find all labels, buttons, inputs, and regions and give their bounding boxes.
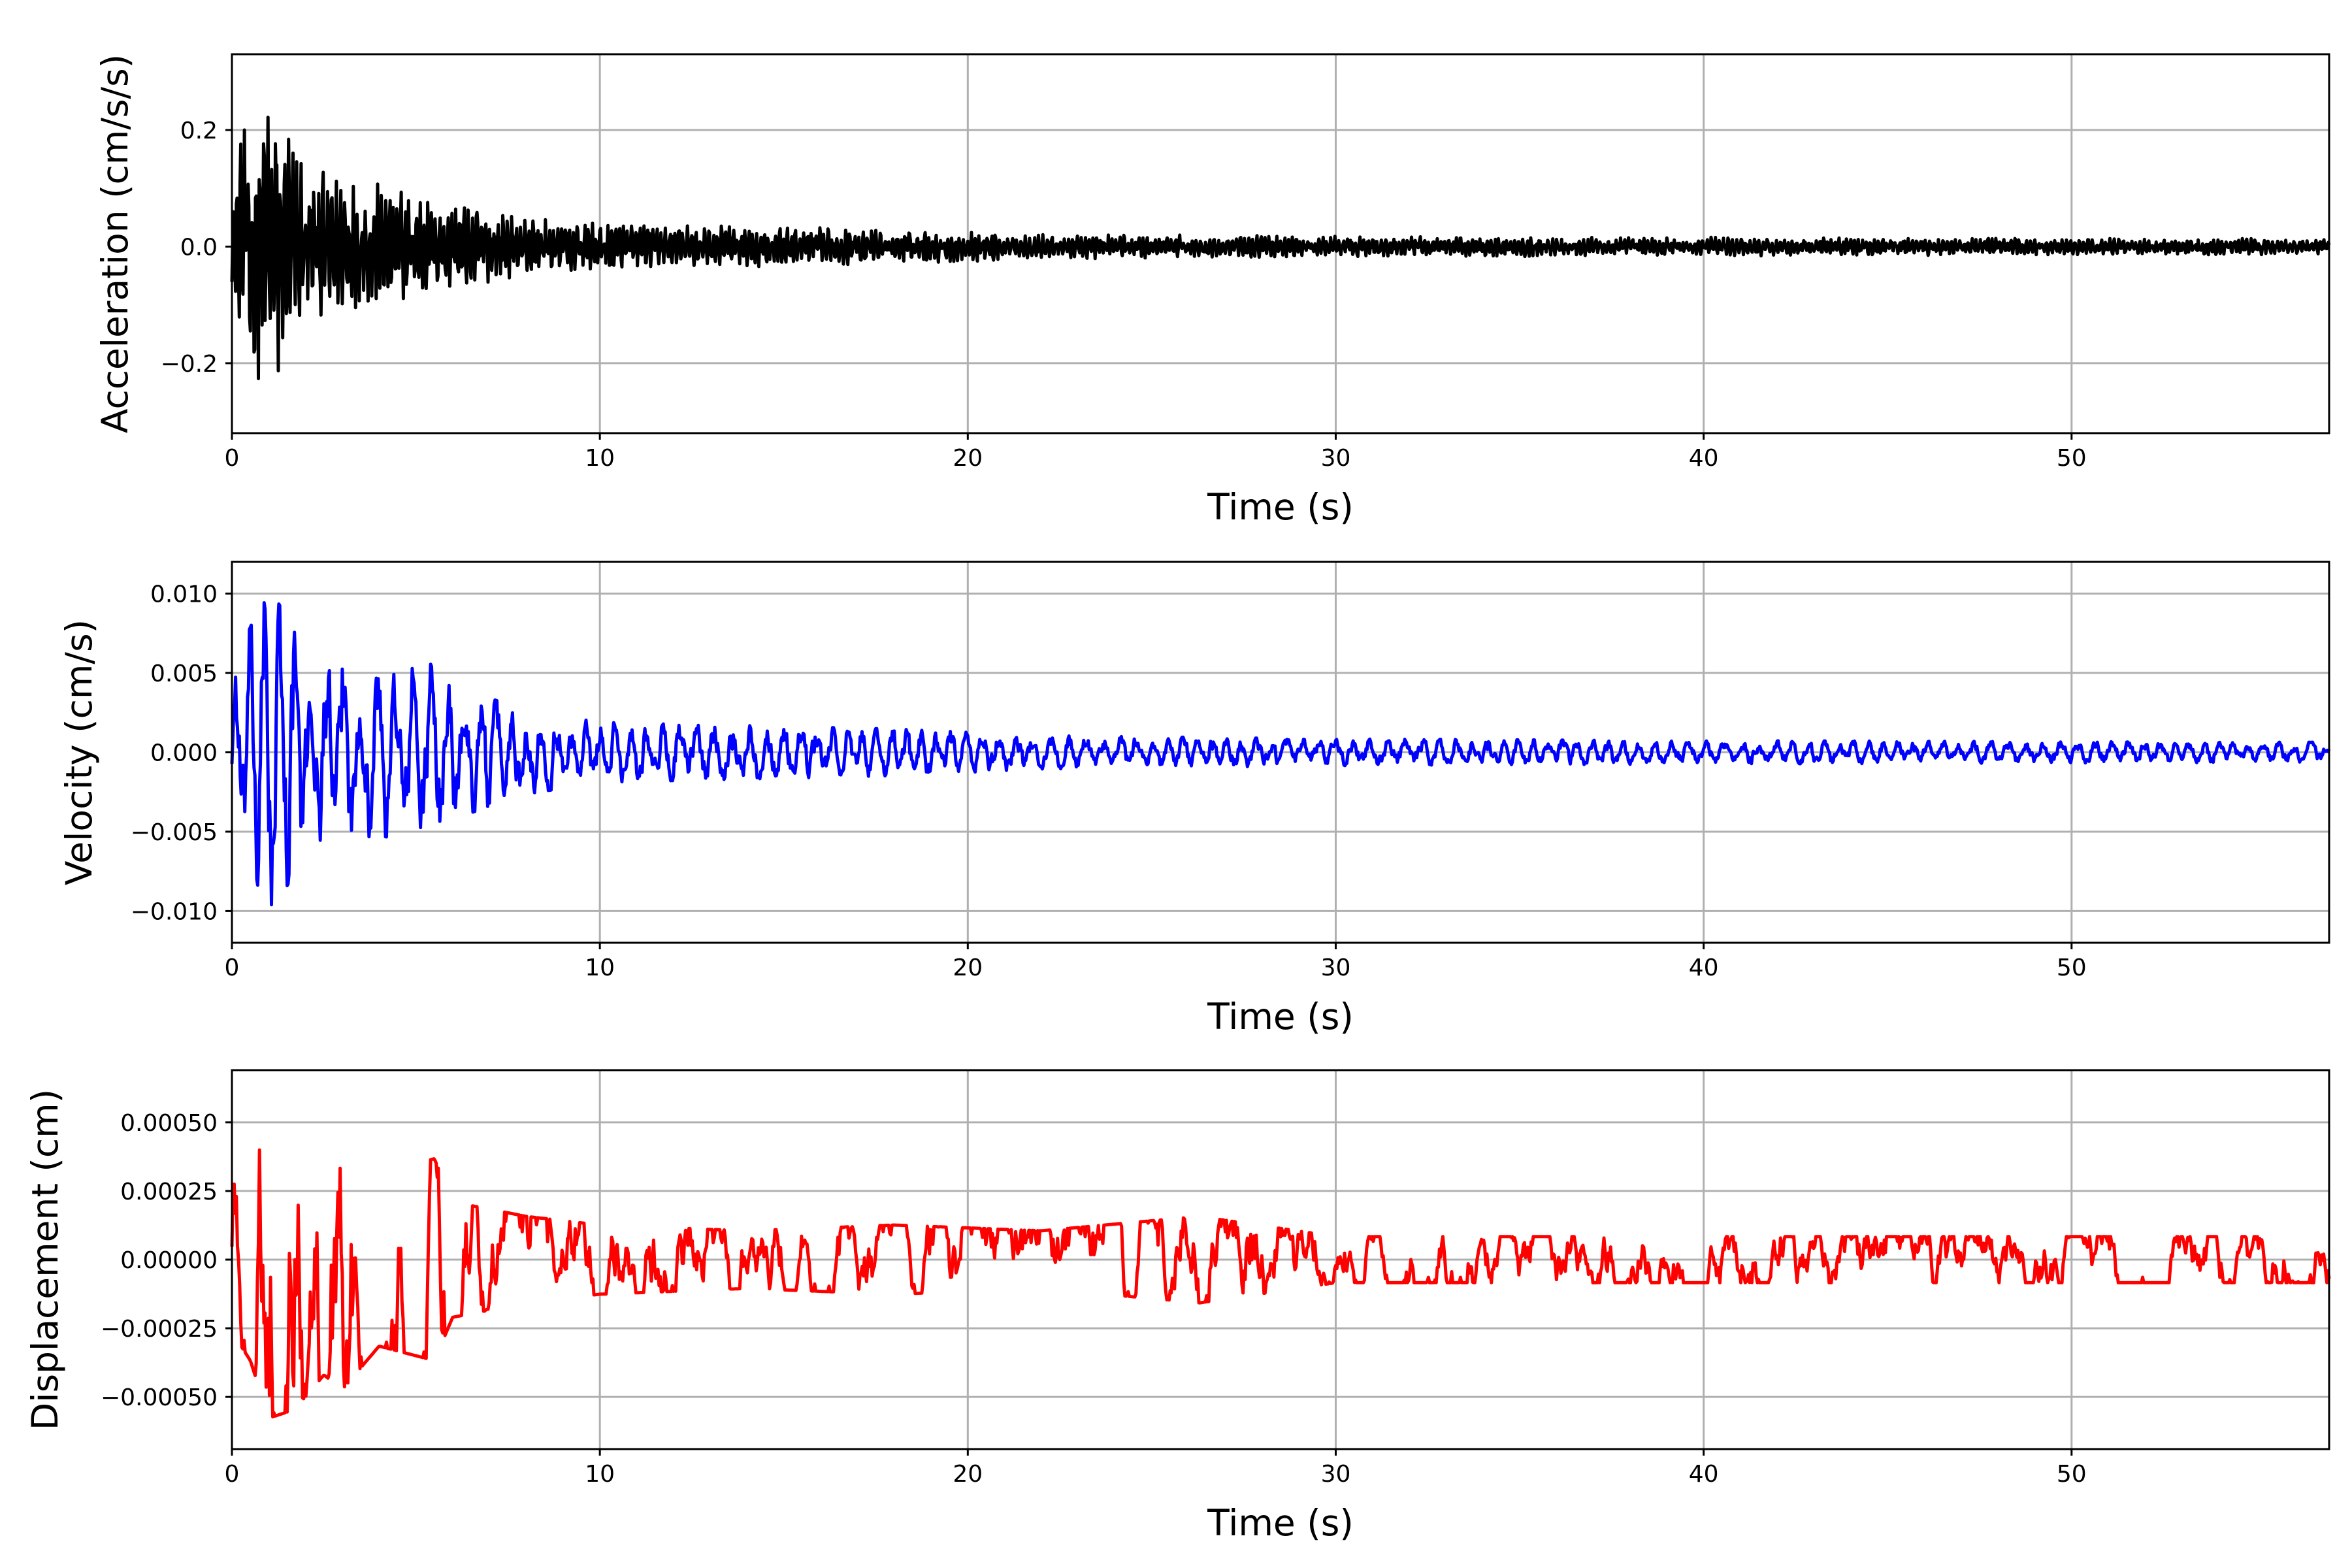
disp-xtick-label-2: 20 [953, 1461, 983, 1488]
vel-xtick-label-4: 40 [1689, 955, 1719, 981]
vel-x-axis-label: Time (s) [1207, 996, 1354, 1037]
vel-ytick-label-2: 0.000 [150, 740, 218, 767]
accel-xtick-label-4: 40 [1689, 445, 1719, 472]
vel-ytick-label-4: −0.010 [131, 898, 218, 925]
accel-xtick-label-5: 50 [2057, 445, 2087, 472]
vel-ytick-label-1: 0.005 [150, 661, 218, 687]
vel-ytick-label-3: −0.005 [131, 819, 218, 846]
vel-xtick-label-2: 20 [953, 955, 983, 981]
disp-xtick-label-1: 10 [585, 1461, 615, 1488]
accel-xtick-label-1: 10 [585, 445, 615, 472]
accel-ytick-label-0: 0.2 [180, 118, 218, 144]
accel-x-axis-label: Time (s) [1207, 486, 1354, 528]
disp-xtick-label-3: 30 [1321, 1461, 1351, 1488]
accel-xtick-label-3: 30 [1321, 445, 1351, 472]
accel-xtick-label-2: 20 [953, 445, 983, 472]
accel-xtick-label-0: 0 [225, 445, 240, 472]
accel-axes-frame [231, 53, 2330, 434]
accel-y-axis-label: Acceleration (cm/s/s) [94, 54, 136, 433]
disp-series-line [230, 1148, 2331, 1419]
accel-ytick-label-2: −0.2 [161, 351, 218, 378]
disp-subplot: 0 10 20 30 40 50 0.00050 0.00025 0.00000 −0.00025… [24, 1069, 2331, 1544]
accel-series-line [230, 116, 2331, 380]
disp-xtick-label-0: 0 [225, 1461, 240, 1488]
disp-ytick-label-0: 0.00050 [120, 1110, 218, 1137]
disp-xtick-label-4: 40 [1689, 1461, 1719, 1488]
disp-y-axis-label: Displacement (cm) [24, 1089, 66, 1430]
disp-ytick-label-2: 0.00000 [120, 1247, 218, 1274]
vel-y-axis-label: Velocity (cm/s) [58, 619, 100, 885]
vel-xtick-label-3: 30 [1321, 955, 1351, 981]
vel-ytick-label-0: 0.010 [150, 581, 218, 608]
vel-xtick-label-0: 0 [225, 955, 240, 981]
vel-xtick-label-1: 10 [585, 955, 615, 981]
disp-ytick-label-4: −0.00050 [101, 1384, 218, 1411]
disp-xtick-label-5: 50 [2057, 1461, 2087, 1488]
vel-subplot: 0 10 20 30 40 50 0.010 0.005 0.000 −0.005 −0.010 Ti… [58, 561, 2331, 1037]
vel-series-line [230, 601, 2331, 907]
accel-ytick-label-1: 0.0 [180, 234, 218, 261]
disp-x-axis-label: Time (s) [1207, 1502, 1354, 1544]
vel-xtick-label-5: 50 [2057, 955, 2087, 981]
accel-subplot: 0 10 20 30 40 50 0.2 0.0 −0.2 Time (s) Acceleratio… [94, 53, 2331, 528]
disp-ytick-label-1: 0.00025 [120, 1179, 218, 1205]
disp-ytick-label-3: −0.00025 [101, 1316, 218, 1343]
